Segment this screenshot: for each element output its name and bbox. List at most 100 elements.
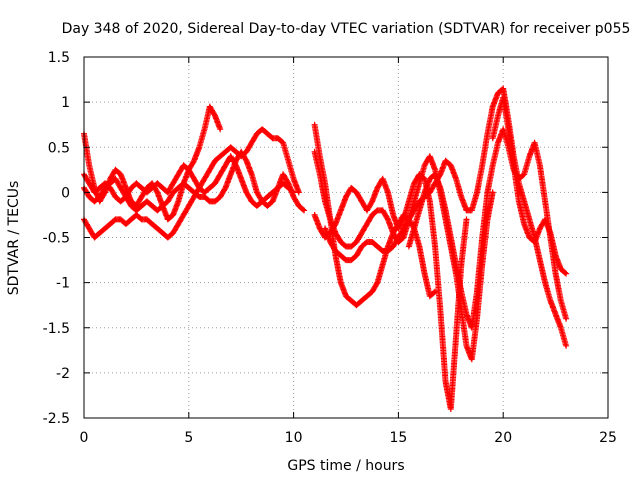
data-point [198, 146, 201, 149]
data-point [177, 186, 180, 190]
data-point [318, 155, 321, 158]
data-point [538, 258, 542, 262]
axis-ticks: 0 5 10 15 20 25 -2.5 -2 -1.5 -1 -0.5 0 0.5 1 1.5 [43, 50, 617, 446]
data-point [528, 218, 531, 221]
data-point [192, 191, 196, 194]
data-point [287, 182, 290, 185]
data-point [496, 141, 500, 144]
data-point [166, 200, 170, 203]
data-point [371, 200, 374, 203]
data-point [407, 218, 411, 221]
data-point [365, 209, 369, 212]
data-point [313, 150, 316, 153]
data-point [334, 249, 337, 253]
data-point [428, 200, 432, 203]
data-point [260, 200, 264, 203]
data-point [428, 294, 432, 298]
data-point [145, 186, 149, 190]
data-point [350, 245, 353, 248]
data-point [376, 186, 379, 190]
data-point [208, 186, 211, 190]
data-point [470, 326, 473, 329]
data-point [407, 200, 411, 203]
data-point [502, 96, 505, 99]
data-point [423, 272, 426, 275]
data-point [171, 231, 175, 235]
data-point [245, 150, 248, 153]
data-point [350, 299, 353, 302]
data-point [334, 231, 337, 235]
y-tick-label: 1 [61, 95, 70, 111]
data-point [418, 209, 421, 212]
data-point [512, 164, 515, 167]
y-tick-label: 1.5 [48, 50, 70, 66]
data-point [554, 254, 557, 257]
data-point [444, 159, 447, 162]
data-point [109, 222, 112, 226]
data-point [224, 164, 227, 167]
data-point [376, 245, 379, 248]
data-point [381, 209, 384, 212]
data-point [234, 164, 238, 167]
data-point [428, 177, 432, 181]
data-point [460, 263, 463, 266]
data-point [418, 182, 421, 185]
x-tick-label: 0 [80, 430, 89, 446]
data-point [240, 177, 243, 181]
data-point [371, 290, 374, 293]
data-point [528, 236, 531, 239]
data-point [486, 132, 489, 135]
data-point [559, 299, 563, 302]
data-point [543, 281, 547, 284]
data-point [360, 245, 363, 248]
data-point [543, 218, 547, 221]
data-point [250, 141, 253, 144]
y-tick-label: -1 [56, 276, 70, 292]
data-point [313, 213, 316, 217]
data-point [219, 173, 222, 176]
data-point [465, 344, 468, 347]
y-tick-label: -2 [56, 366, 70, 382]
data-point [135, 213, 138, 217]
data-point [381, 177, 384, 181]
data-point [507, 128, 510, 131]
data-point [402, 236, 405, 239]
data-point [229, 155, 232, 158]
data-point [166, 218, 170, 221]
data-point [177, 173, 180, 176]
data-point [129, 204, 133, 208]
data-point [271, 200, 274, 203]
data-point [564, 272, 568, 275]
data-point [386, 218, 390, 221]
data-point [360, 299, 363, 302]
data-point [98, 231, 101, 235]
data-point [219, 195, 222, 199]
x-tick-label: 15 [389, 430, 407, 446]
data-point [318, 173, 321, 176]
data-point [250, 173, 253, 176]
data-point [177, 222, 180, 226]
data-point [287, 186, 290, 190]
data-point [460, 195, 463, 199]
data-point [114, 168, 117, 172]
data-point [365, 294, 369, 298]
data-point [93, 236, 96, 239]
data-point [470, 209, 473, 212]
data-point [365, 240, 369, 244]
data-point [439, 308, 442, 311]
data-point [465, 209, 468, 212]
data-point [496, 114, 500, 117]
data-point [433, 245, 437, 248]
data-point [203, 191, 206, 194]
data-point [502, 128, 505, 131]
data-point [119, 186, 122, 190]
data-point [297, 191, 301, 194]
data-point [88, 164, 91, 167]
data-point [292, 177, 295, 181]
y-tick-label: 0.5 [48, 140, 70, 156]
data-point [219, 155, 222, 158]
data-point [129, 218, 133, 221]
data-point [355, 240, 358, 244]
data-point [402, 218, 405, 221]
data-point [266, 195, 269, 199]
